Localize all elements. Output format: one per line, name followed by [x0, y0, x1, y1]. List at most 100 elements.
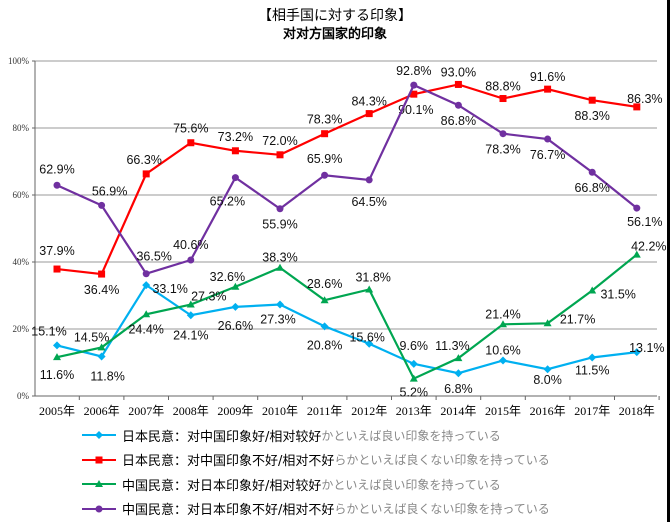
- data-label: 15.6%: [349, 331, 384, 345]
- data-point: [98, 270, 106, 278]
- data-label: 21.7%: [560, 312, 595, 326]
- series-line: [56, 83, 638, 276]
- data-label: 20.8%: [307, 338, 342, 352]
- data-label: 9.6%: [400, 339, 429, 353]
- data-point: [53, 341, 61, 350]
- data-point: [454, 369, 463, 378]
- legend-item: 中国民意：对日本印象好/相对较好 かといえば良い印象を持っている: [82, 472, 550, 497]
- data-point: [365, 176, 373, 184]
- data-label: 88.3%: [574, 109, 609, 123]
- data-label: 13.1%: [629, 341, 664, 355]
- data-point: [544, 85, 552, 93]
- data-point: [321, 130, 329, 138]
- data-point: [98, 201, 106, 209]
- legend-label-overlay: かといえば良い印象を持っている: [321, 477, 501, 492]
- x-tick-label: 2013年: [396, 404, 432, 418]
- data-point: [187, 256, 195, 264]
- data-label: 36.5%: [136, 250, 171, 264]
- data-label: 64.5%: [351, 195, 386, 209]
- legend-label-overlay: かといえば良い印象を持っている: [321, 428, 501, 443]
- data-point: [321, 171, 329, 179]
- data-label: 32.6%: [210, 270, 245, 284]
- x-tick-label: 2006年: [84, 404, 120, 418]
- data-point: [588, 168, 596, 176]
- data-label: 8.0%: [533, 373, 562, 387]
- data-point: [409, 359, 418, 368]
- data-label: 78.3%: [307, 113, 342, 127]
- data-point: [320, 296, 329, 304]
- data-label: 38.3%: [262, 251, 297, 265]
- data-label: 55.9%: [262, 218, 297, 232]
- data-point: [588, 96, 596, 104]
- x-tick-label: 2015年: [485, 404, 521, 418]
- series-line: [56, 283, 637, 375]
- legend-item: 日本民意：对中国印象好/相对较好 かといえば良い印象を持っている: [82, 423, 550, 448]
- data-point: [454, 354, 463, 362]
- data-point: [544, 135, 552, 143]
- data-label: 24.4%: [128, 322, 163, 336]
- data-point: [454, 80, 462, 88]
- data-label: 27.3%: [191, 290, 226, 304]
- data-point: [543, 365, 552, 374]
- data-label: 11.5%: [575, 363, 610, 377]
- legend-item: 中国民意：对日本印象不好/相对不好 らかといえば良くない印象を持っている: [82, 497, 550, 522]
- legend-swatch-icon: [82, 480, 116, 488]
- legend-swatch-icon: [82, 456, 116, 464]
- x-tick-label: 2018年: [619, 404, 655, 418]
- data-label: 26.6%: [218, 319, 253, 333]
- legend-swatch-icon: [82, 505, 116, 513]
- data-point: [365, 285, 374, 293]
- data-label: 62.9%: [39, 162, 74, 176]
- legend-label: 日本民意：对中国印象好/相对较好: [122, 429, 322, 445]
- legend-label: 中国民意：对日本印象好/相对较好: [122, 478, 322, 494]
- data-point: [409, 374, 418, 382]
- data-label: 84.3%: [351, 95, 386, 109]
- data-point: [276, 263, 284, 271]
- data-label: 86.8%: [441, 114, 476, 128]
- data-label: 40.6%: [173, 238, 208, 252]
- data-point: [410, 81, 418, 89]
- data-point: [588, 353, 597, 362]
- data-point: [231, 302, 240, 311]
- y-tick-label: 100%: [8, 56, 30, 66]
- data-label: 65.2%: [210, 195, 245, 209]
- data-label: 31.5%: [600, 287, 635, 301]
- y-tick-label: 40%: [13, 257, 30, 267]
- data-point: [499, 95, 507, 103]
- data-label: 37.9%: [39, 244, 74, 258]
- data-label: 91.6%: [530, 70, 565, 84]
- data-label: 31.8%: [355, 270, 390, 284]
- data-label: 90.1%: [398, 103, 433, 117]
- data-label: 56.9%: [92, 184, 127, 198]
- series-line: [56, 253, 638, 381]
- data-point: [186, 311, 195, 320]
- legend-label: 中国民意：对日本印象不好/相对不好: [122, 503, 335, 519]
- x-tick-label: 2014年: [440, 404, 476, 418]
- data-point: [633, 204, 641, 212]
- data-label: 24.1%: [173, 328, 208, 342]
- data-label: 21.4%: [485, 307, 520, 321]
- y-tick-label: 0%: [17, 391, 30, 401]
- data-point: [53, 181, 61, 189]
- x-tick-label: 2008年: [173, 404, 209, 418]
- data-point: [186, 300, 195, 308]
- data-label: 76.7%: [530, 148, 565, 162]
- data-point: [365, 339, 374, 348]
- data-label: 92.8%: [396, 64, 431, 78]
- data-label: 15.1%: [31, 324, 66, 338]
- data-point: [454, 101, 462, 109]
- data-label: 11.8%: [90, 369, 125, 383]
- data-point: [276, 205, 284, 213]
- data-label: 86.3%: [627, 92, 662, 106]
- data-label: 28.6%: [307, 277, 342, 291]
- data-point: [97, 343, 106, 351]
- series-line: [56, 83, 637, 276]
- data-label: 11.3%: [435, 339, 470, 353]
- data-point: [142, 310, 151, 318]
- y-tick-label: 20%: [13, 324, 30, 334]
- data-label: 27.3%: [260, 313, 295, 327]
- data-label: 66.8%: [574, 181, 609, 195]
- legend-label-overlay: らかといえば良くない印象を持っている: [334, 453, 550, 468]
- data-point: [142, 281, 151, 290]
